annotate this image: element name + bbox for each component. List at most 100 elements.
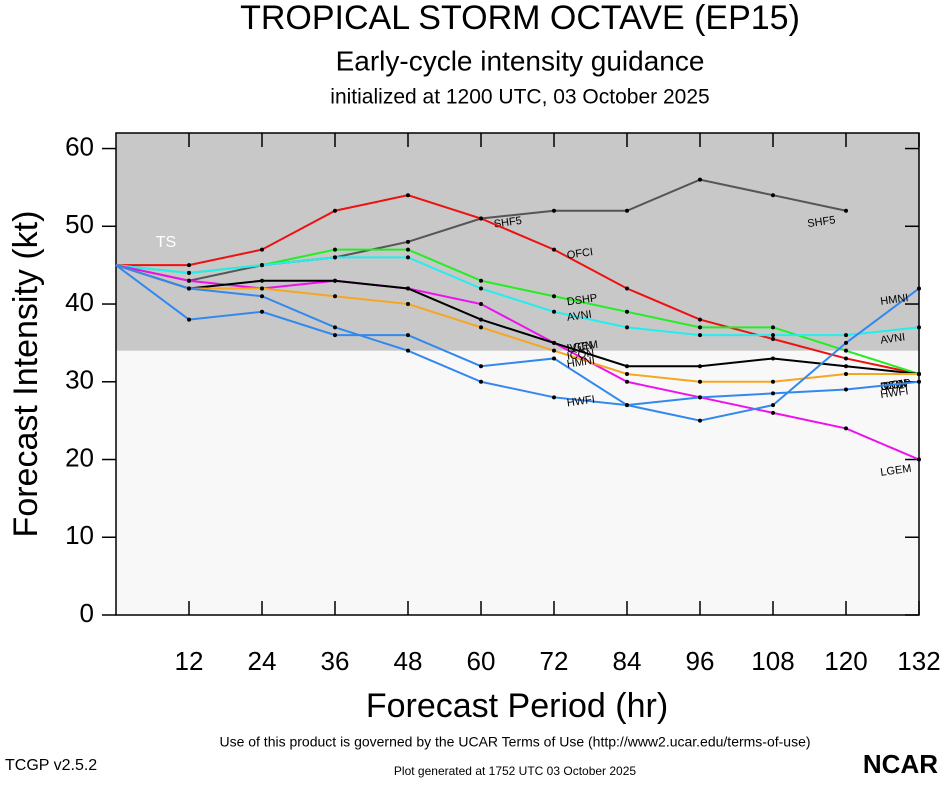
- y-tick-label: 10: [65, 520, 94, 550]
- series-point: [771, 333, 775, 338]
- x-tick-label: 120: [824, 646, 867, 676]
- series-point: [406, 302, 410, 307]
- series-label: ICON: [566, 347, 595, 363]
- series-label: HWFI: [566, 394, 596, 410]
- series-point: [406, 348, 410, 353]
- series-point: [406, 193, 410, 198]
- series-label: ICON: [880, 378, 909, 394]
- x-tick-label: 84: [613, 646, 642, 676]
- y-tick-label: 30: [65, 365, 94, 395]
- x-tick-label: 96: [686, 646, 715, 676]
- series-label: LGEM: [566, 339, 599, 355]
- series-point: [333, 278, 337, 283]
- series-line: [115, 264, 920, 375]
- y-axis-label: Forecast Intensity (kt): [7, 211, 45, 538]
- series-point: [406, 333, 410, 338]
- series-point: [406, 247, 410, 252]
- series-point: [625, 379, 629, 384]
- series-point: [333, 325, 337, 330]
- series-point: [844, 387, 848, 392]
- series-point: [479, 325, 483, 330]
- series-point: [552, 294, 556, 299]
- series-point: [917, 286, 921, 291]
- series-point: [260, 278, 264, 283]
- series-point: [625, 403, 629, 408]
- series-point: [479, 278, 483, 283]
- y-tick-label: 0: [80, 598, 94, 628]
- series-line: [116, 194, 920, 375]
- series-point: [844, 208, 848, 213]
- x-tick-label: 108: [751, 646, 794, 676]
- series-line: [115, 256, 920, 337]
- init-text: initialized at 1200 UTC, 03 October 2025: [330, 86, 709, 109]
- series-point: [771, 410, 775, 415]
- chart-subtitle: Early-cycle intensity guidance: [336, 45, 705, 76]
- series-line: [115, 264, 920, 422]
- terms: Use of this product is governed by the U…: [219, 734, 810, 750]
- series-point: [771, 379, 775, 384]
- generated: Plot generated at 1752 UTC 03 October 20…: [394, 764, 636, 778]
- series-point: [406, 255, 410, 260]
- ts-band: [116, 133, 919, 351]
- series-point: [187, 278, 191, 283]
- series-point: [771, 325, 775, 330]
- series-point: [917, 457, 921, 462]
- series-point: [844, 426, 848, 431]
- series-label: DSHP: [566, 292, 598, 308]
- series-point: [698, 317, 702, 322]
- series-point: [698, 379, 702, 384]
- version: TCGP v2.5.2: [5, 757, 97, 774]
- series-point: [406, 286, 410, 291]
- series-label: LGEM: [880, 463, 913, 479]
- series-point: [187, 286, 191, 291]
- series-point: [698, 325, 702, 330]
- series-point: [187, 317, 191, 322]
- series-point: [698, 177, 702, 182]
- series-point: [333, 247, 337, 252]
- series-label: OFCI: [880, 378, 908, 394]
- series-point: [479, 317, 483, 322]
- series-point: [698, 418, 702, 423]
- x-tick-label: 48: [394, 646, 423, 676]
- chart-title: TROPICAL STORM OCTAVE (EP15): [240, 0, 800, 37]
- series-label: AVNI: [566, 309, 592, 324]
- series-point: [333, 333, 337, 338]
- x-tick-label: 12: [175, 646, 204, 676]
- series-point: [260, 286, 264, 291]
- series-point: [333, 255, 337, 260]
- series-point: [479, 379, 483, 384]
- series-label: HWFI: [880, 385, 910, 401]
- series-label: IVCN: [880, 378, 908, 394]
- series-point: [844, 356, 848, 361]
- series-point: [844, 333, 848, 338]
- series-label: HMNI: [566, 355, 596, 371]
- series-line: [115, 264, 920, 461]
- series-point: [771, 391, 775, 396]
- y-tick-label: 20: [65, 442, 94, 472]
- x-tick-label: 60: [467, 646, 496, 676]
- series-point: [552, 309, 556, 314]
- series-point: [552, 356, 556, 361]
- series-point: [552, 340, 556, 345]
- y-tick-label: 60: [65, 131, 94, 161]
- series-point: [260, 309, 264, 314]
- series-point: [479, 286, 483, 291]
- series-point: [625, 372, 629, 376]
- series-point: [917, 372, 921, 376]
- series-line: [115, 264, 920, 407]
- series-point: [260, 294, 264, 299]
- series-point: [771, 403, 775, 408]
- series-point: [552, 208, 556, 213]
- series-point: [479, 364, 483, 369]
- series-point: [333, 208, 337, 213]
- series-point: [260, 263, 264, 268]
- series-point: [333, 294, 337, 299]
- x-tick-label: 72: [540, 646, 569, 676]
- x-tick-label: 24: [248, 646, 277, 676]
- band-label: TS: [156, 234, 176, 251]
- logo: NCAR: [863, 749, 938, 779]
- series-label: HMNI: [880, 292, 910, 308]
- series-point: [917, 379, 921, 384]
- series-point: [844, 372, 848, 376]
